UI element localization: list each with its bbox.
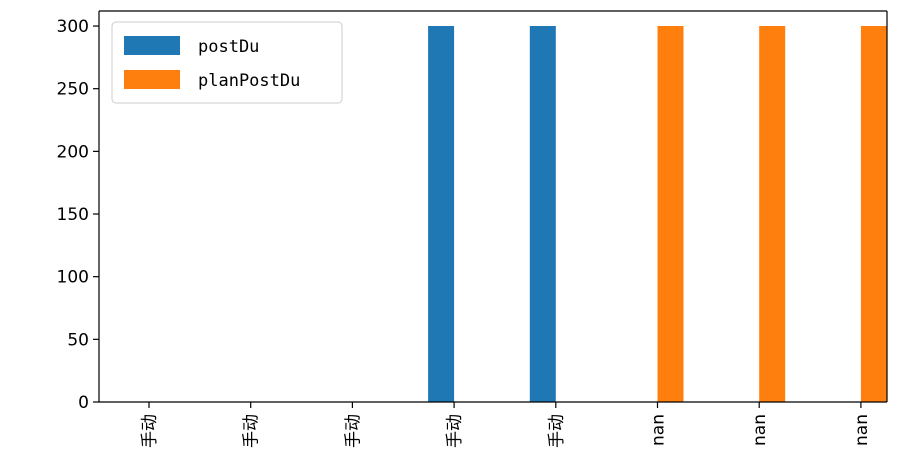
x-tick-label: 手动 [547, 414, 567, 448]
bar-planPostDu-6 [759, 26, 786, 402]
y-ticks: 0 50 100 150 200 250 300 [57, 17, 99, 413]
x-tick-label: 手动 [242, 414, 262, 448]
x-tick-label: nan [852, 414, 872, 446]
x-tick-label: 手动 [445, 414, 465, 448]
bars-layer [428, 26, 887, 402]
x-ticks: 手动 手动 手动 手动 手动 nan nan nan [140, 402, 872, 448]
y-tick-label: 100 [57, 268, 89, 288]
y-tick-label: 0 [78, 393, 89, 413]
bar-planPostDu-5 [657, 26, 684, 402]
x-tick-label: 手动 [140, 414, 160, 448]
legend-swatch-planPostDu [124, 70, 180, 89]
y-tick-label: 200 [57, 142, 89, 162]
bar-planPostDu-7 [860, 26, 887, 402]
legend-swatch-postDu [124, 36, 180, 55]
legend-label-postDu: postDu [198, 37, 259, 57]
x-tick-label: nan [649, 414, 669, 446]
y-tick-label: 150 [57, 205, 89, 225]
axes-layer [98, 10, 888, 403]
x-tick-label: 手动 [343, 414, 363, 448]
legend-label-planPostDu: planPostDu [198, 71, 300, 91]
legend: postDu planPostDu [111, 21, 343, 104]
bar-postDu-4 [529, 26, 556, 402]
y-tick-label: 300 [57, 17, 89, 37]
y-tick-label: 250 [57, 80, 89, 100]
bar-postDu-3 [428, 26, 455, 402]
x-tick-label: nan [750, 414, 770, 446]
y-tick-label: 50 [67, 330, 89, 350]
